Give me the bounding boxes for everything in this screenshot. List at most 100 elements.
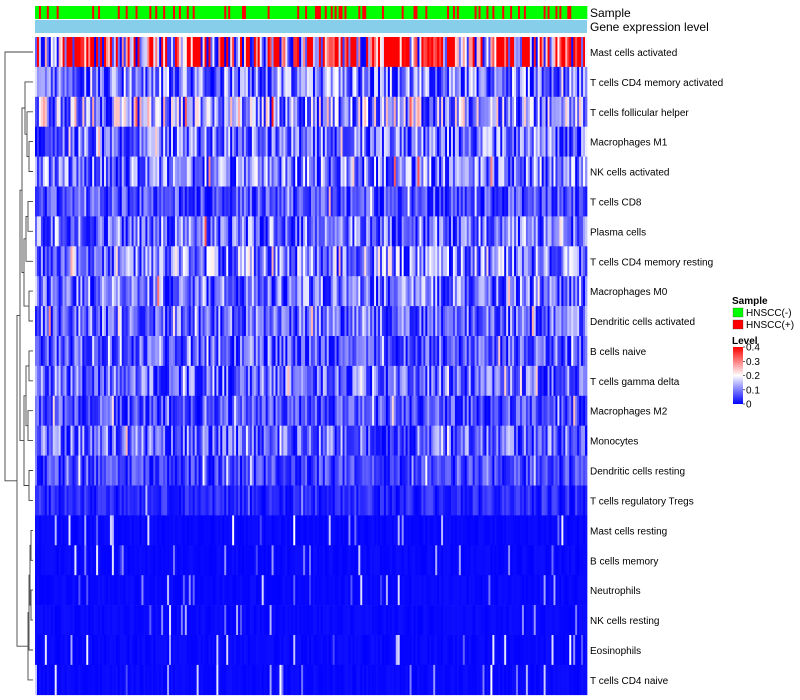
heatmap-cell [200, 276, 203, 307]
heatmap-cell [348, 246, 351, 277]
heatmap-cell [346, 306, 349, 337]
heatmap-cell [236, 485, 239, 516]
heatmap-cell [261, 96, 265, 127]
heatmap-cell [178, 186, 182, 217]
heatmap-cell [151, 425, 154, 456]
sample-annotation-cell [196, 6, 199, 19]
heatmap-cell [40, 425, 44, 456]
heatmap-cell [222, 395, 225, 426]
heatmap-cell [553, 186, 556, 217]
sample-annotation-cell [70, 6, 73, 19]
heatmap-cell [372, 126, 375, 157]
heatmap-cell [131, 216, 134, 247]
heatmap-cell [125, 425, 129, 456]
heatmap-cell [533, 306, 537, 337]
heatmap-cell [368, 96, 371, 127]
heatmap-cell [74, 216, 77, 247]
heatmap-cell [44, 395, 48, 426]
heatmap-cell [139, 126, 142, 157]
heatmap-cell [220, 216, 223, 247]
heatmap-cell [222, 216, 225, 247]
heatmap-cell [129, 37, 132, 68]
sample-annotation-cell [121, 6, 125, 19]
heatmap-cell [169, 306, 172, 337]
heatmap-cell [555, 276, 558, 307]
heatmap-cell [186, 246, 190, 277]
heatmap-cell [579, 455, 582, 486]
sample-annotation-cell [411, 6, 414, 19]
heatmap-cell [441, 485, 444, 516]
heatmap-cell [470, 306, 474, 337]
heatmap-cell [94, 66, 97, 98]
heatmap-cell [551, 425, 554, 456]
sample-annotation-cell [324, 6, 328, 19]
heatmap-cell [94, 96, 97, 127]
heatmap-cell [251, 126, 255, 157]
heatmap-cell [380, 336, 383, 367]
heatmap-cell [466, 425, 470, 456]
heatmap-cell [328, 37, 332, 68]
heatmap-cell [464, 156, 468, 187]
heatmap-cell [401, 96, 405, 127]
heatmap-cell [291, 186, 294, 217]
heatmap-cell [389, 276, 393, 307]
heatmap-cell [496, 246, 499, 277]
heatmap-cell [521, 395, 525, 426]
heatmap-cell [151, 306, 154, 337]
heatmap-cell [557, 156, 560, 187]
heatmap-cell [346, 96, 349, 127]
heatmap-cell [230, 66, 233, 98]
heatmap-cell [320, 156, 324, 187]
heatmap-cell [338, 365, 341, 397]
heatmap-cell [234, 246, 237, 277]
heatmap-cell [496, 306, 499, 337]
heatmap-cell [230, 485, 233, 516]
heatmap-cell [220, 276, 223, 307]
heatmap-cell [358, 216, 361, 247]
heatmap-cell [374, 395, 377, 426]
heatmap-cell [519, 336, 523, 367]
heatmap-cell [196, 276, 199, 307]
heatmap-cell [458, 216, 462, 247]
heatmap-cell [569, 66, 572, 98]
heatmap-cell [516, 216, 519, 247]
heatmap-cell [563, 276, 566, 307]
heatmap-cell [565, 156, 568, 187]
heatmap-cell [214, 425, 217, 456]
heatmap-cell [344, 37, 347, 68]
heatmap-cell [543, 37, 546, 68]
heatmap-cell [40, 365, 44, 397]
heatmap-cell [52, 515, 56, 546]
heatmap-cell [421, 216, 424, 247]
heatmap-cell [210, 37, 213, 68]
heatmap-cell [474, 395, 477, 426]
heatmap-cell [480, 276, 483, 307]
heatmap-cell [557, 66, 560, 98]
heatmap-cell [117, 455, 121, 486]
heatmap-cell [537, 246, 541, 277]
heatmap-cell [413, 306, 416, 337]
heatmap-cell [423, 96, 426, 127]
heatmap-cell [512, 96, 515, 127]
heatmap-cell [437, 126, 440, 157]
heatmap-cell [482, 455, 485, 486]
heatmap-cell [472, 365, 475, 397]
heatmap-cell [462, 66, 466, 98]
heatmap-cell [474, 425, 477, 456]
heatmap-cell [243, 96, 247, 127]
heatmap-cell [56, 425, 60, 456]
heatmap-cell [551, 186, 554, 217]
heatmap-cell [484, 66, 487, 98]
heatmap-cell [425, 395, 428, 426]
heatmap-cell [346, 485, 349, 516]
heatmap-cell [243, 365, 247, 397]
heatmap-cell [111, 156, 115, 187]
heatmap-cell [176, 336, 180, 367]
heatmap-cell [401, 336, 405, 367]
heatmap-cell [529, 365, 533, 397]
heatmap-cell [143, 246, 146, 277]
heatmap-cell [125, 186, 129, 217]
heatmap-cell [352, 156, 355, 187]
sample-annotation-cell [68, 6, 71, 19]
heatmap-cell [102, 336, 105, 367]
